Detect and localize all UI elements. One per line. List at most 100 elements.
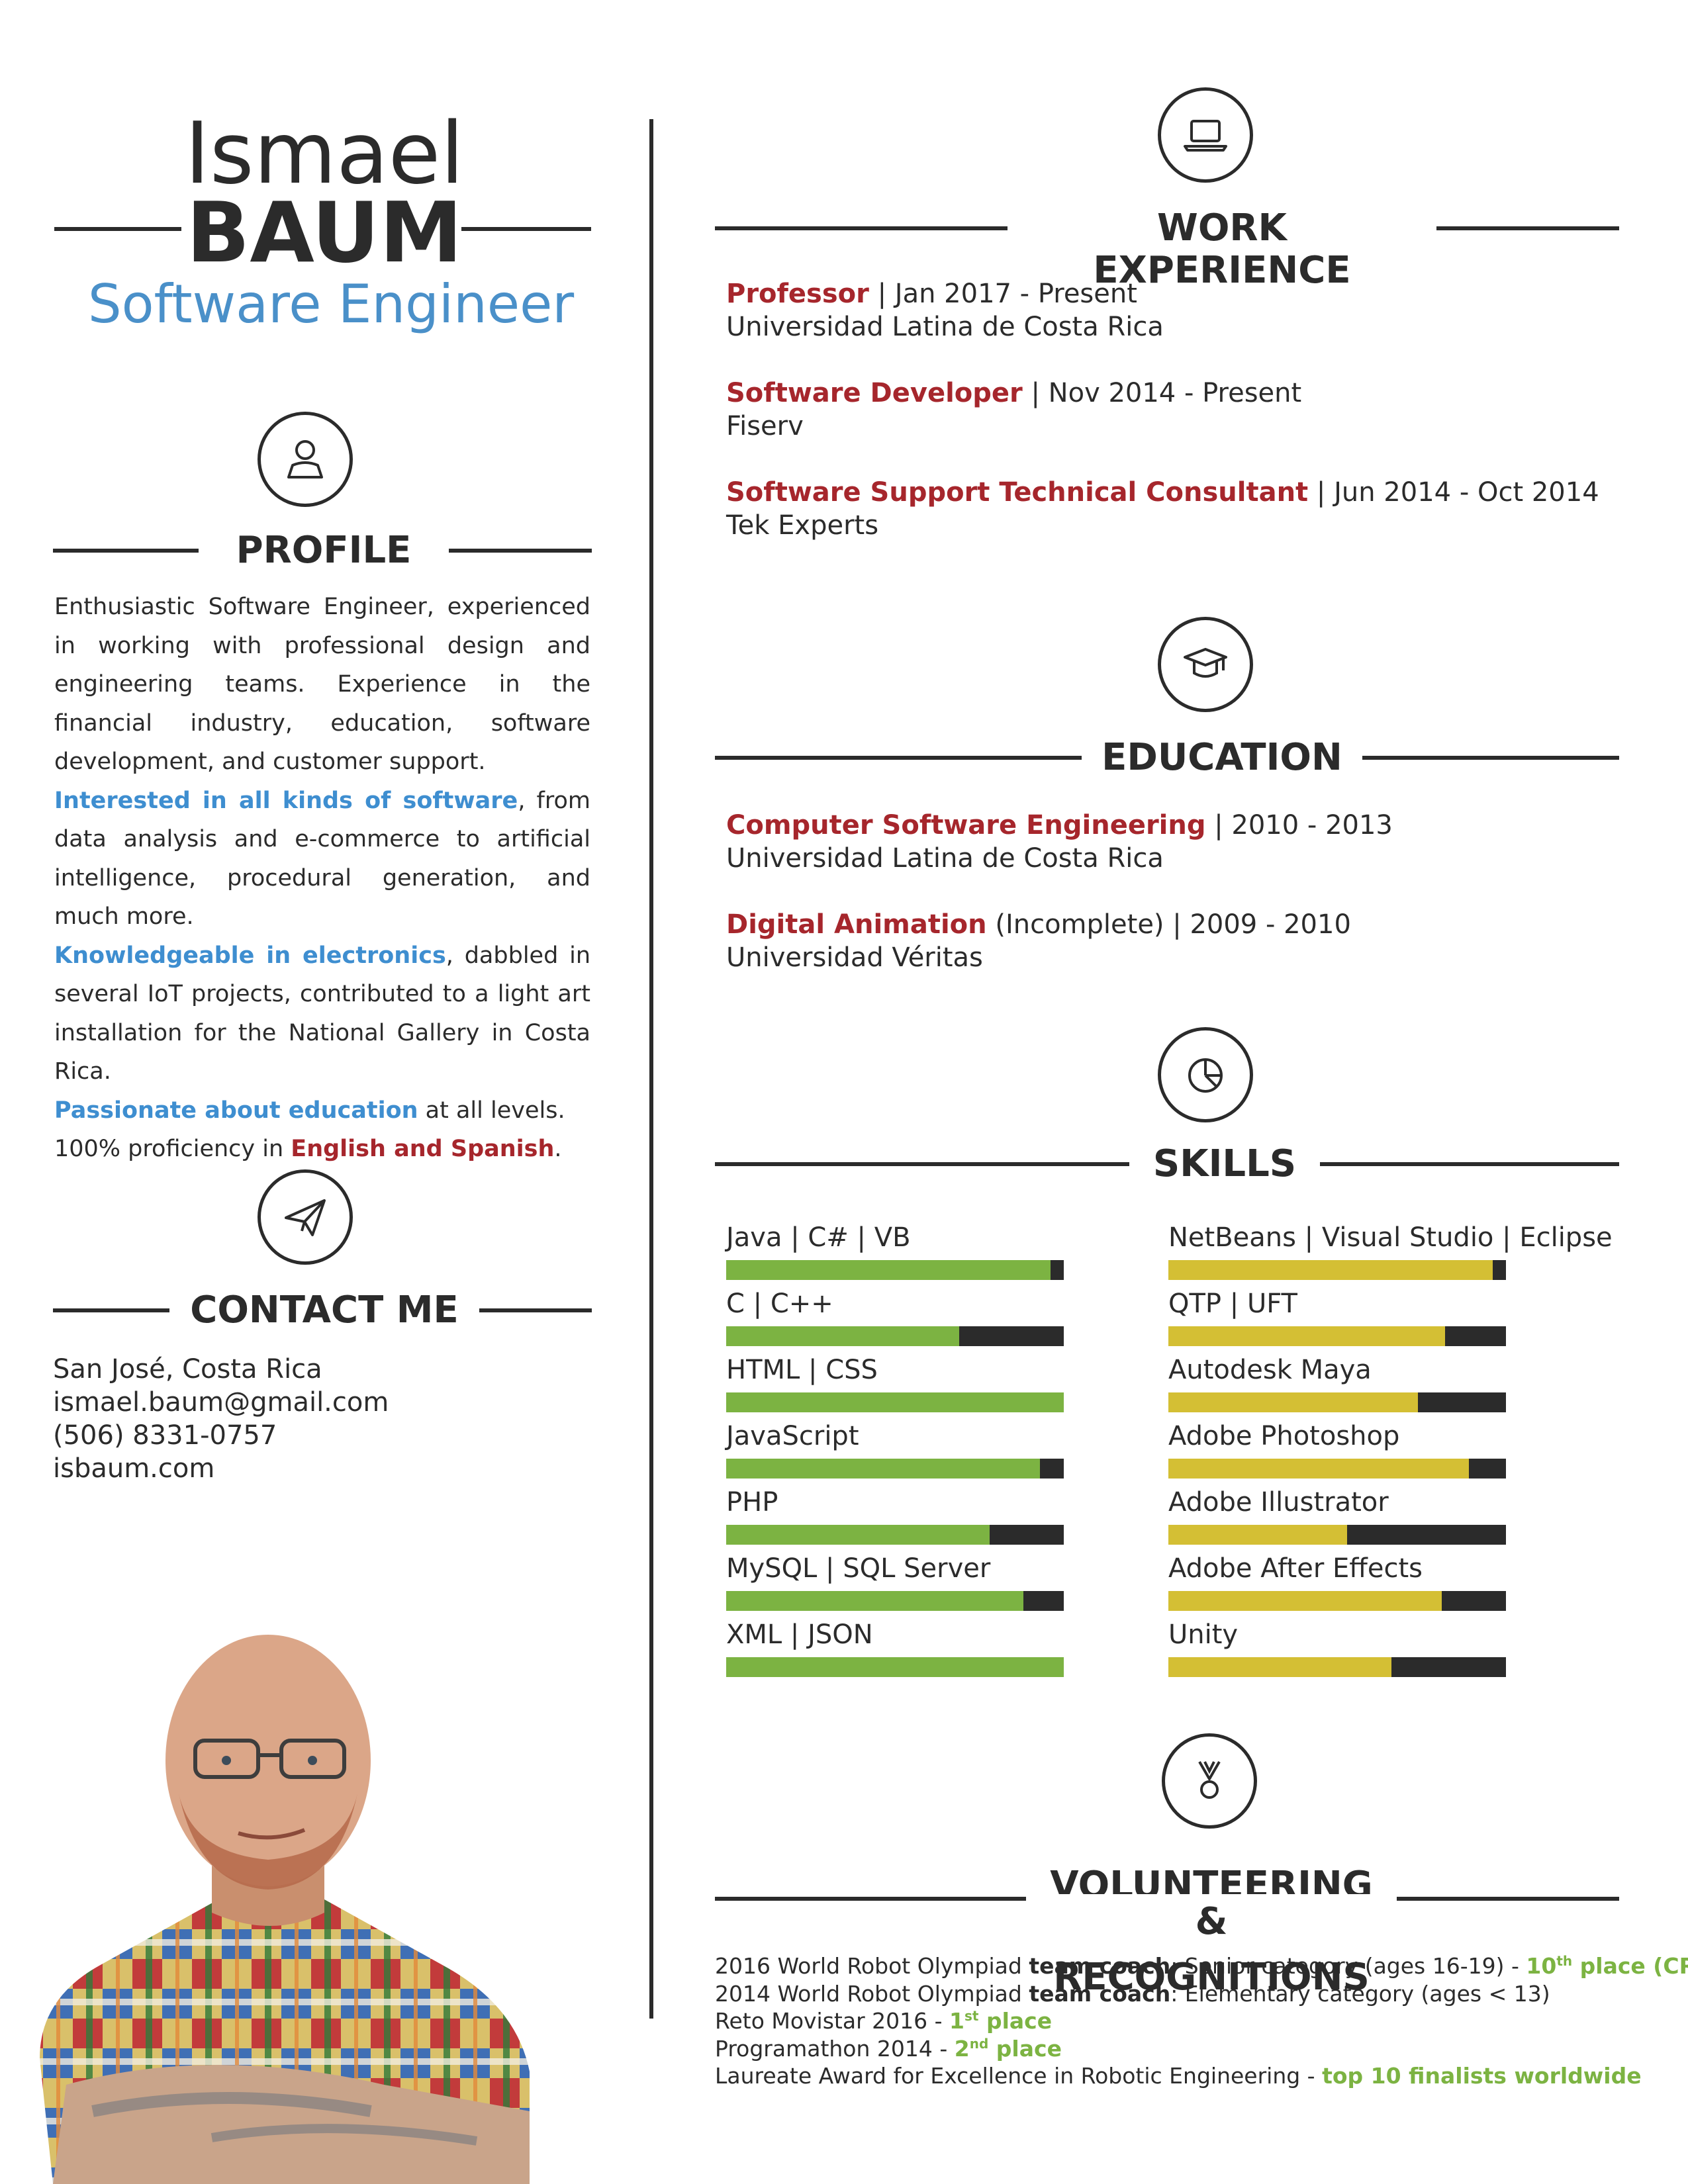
work-entry: Professor | Jan 2017 - Present Universid… [726, 277, 1164, 343]
job-title: Software Engineer [87, 273, 575, 335]
profile-heading: PROFILE [199, 529, 449, 572]
contact-email[interactable]: ismael.baum@gmail.com [53, 1387, 389, 1418]
profile-text-span: , from data analysis and e-commerce to a… [54, 787, 591, 931]
profile-paragraph: Passionate about education at all levels… [54, 1091, 590, 1130]
skill-bar-fill [1168, 1591, 1442, 1611]
skill-label: Autodesk Maya [1168, 1355, 1372, 1385]
vol-award: 2nd place [955, 2036, 1062, 2062]
skill-bar [1168, 1657, 1506, 1677]
skill-label: C | C++ [726, 1289, 833, 1319]
education-dates: (Incomplete) | 2009 - 2010 [986, 909, 1351, 940]
skill-bar [726, 1392, 1064, 1412]
vol-rank: 2 [954, 2035, 970, 2062]
contact-heading: CONTACT ME [169, 1289, 479, 1332]
skill-bar [726, 1260, 1064, 1280]
education-entry: Computer Software Engineering | 2010 - 2… [726, 809, 1393, 875]
work-heading: WORK EXPERIENCE [1008, 207, 1436, 292]
laptop-icon [1184, 120, 1227, 152]
volunteering-item: 2014 World Robot Olympiad team coach: El… [715, 1980, 1688, 2008]
skill-label: Adobe Photoshop [1168, 1421, 1400, 1451]
skill-label: Java | C# | VB [726, 1222, 911, 1253]
skill-label: NetBeans | Visual Studio | Eclipse [1168, 1222, 1613, 1253]
profile-paragraph: Interested in all kinds of software, fro… [54, 782, 590, 936]
skill-bar [1168, 1326, 1506, 1346]
work-dates: | Jan 2017 - Present [868, 279, 1137, 309]
education-icon-circle [1158, 617, 1253, 712]
work-dates: | Jun 2014 - Oct 2014 [1308, 477, 1599, 508]
vol-text: : Elementary category (ages < 13) [1170, 1980, 1550, 2007]
skill-bar-fill [726, 1392, 1064, 1412]
skill-bar [726, 1657, 1064, 1677]
skill-bar-fill [726, 1260, 1051, 1280]
profile-text-span: at all levels. [418, 1097, 565, 1124]
profile-paragraph: 100% proficiency in English and Spanish. [54, 1130, 590, 1169]
volunteering-list: 2016 World Robot Olympiad team coach: Se… [715, 1952, 1688, 2090]
paper-plane-icon [285, 1199, 326, 1236]
work-entry: Software Support Technical Consultant | … [726, 476, 1599, 542]
portrait-photo [40, 1635, 530, 2184]
vol-rank-suffix: th [1556, 1953, 1573, 1969]
vol-rank: 10 [1526, 1953, 1557, 1979]
profile-text-span: . [554, 1136, 562, 1162]
education-title: Digital Animation [726, 909, 987, 940]
work-icon-circle [1158, 87, 1253, 183]
skill-bar [1168, 1260, 1506, 1280]
skill-bar [1168, 1525, 1506, 1545]
highlight-languages: English and Spanish [291, 1136, 555, 1162]
user-icon [287, 440, 323, 478]
work-org: Tek Experts [726, 510, 879, 541]
profile-paragraph: Knowledgeable in electronics, dabbled in… [54, 936, 590, 1091]
skill-label: QTP | UFT [1168, 1289, 1297, 1319]
vol-rank: 1 [949, 2008, 964, 2034]
vol-award: 1st place [949, 2008, 1052, 2034]
pie-chart-icon [1188, 1058, 1223, 1093]
education-heading: EDUCATION [1082, 737, 1362, 779]
skill-bar-fill [1168, 1392, 1419, 1412]
first-name: Ismael [185, 105, 464, 203]
work-org: Fiserv [726, 411, 804, 441]
vol-award: top 10 finalists worldwide [1322, 2063, 1642, 2089]
skills-icon-circle [1158, 1027, 1253, 1122]
work-entry-line: Software Support Technical Consultant | … [726, 476, 1599, 509]
vol-bold: team coach [1029, 1980, 1171, 2007]
skill-bar-fill [1168, 1657, 1391, 1677]
contact-website[interactable]: isbaum.com [53, 1453, 215, 1484]
skill-label: Adobe After Effects [1168, 1553, 1423, 1584]
education-dates: | 2010 - 2013 [1205, 810, 1393, 841]
education-title: Computer Software Engineering [726, 810, 1206, 841]
vol-rank-suffix: nd [969, 2035, 989, 2052]
skill-bar [1168, 1459, 1506, 1479]
highlight-software: Interested in all kinds of software [54, 787, 518, 814]
education-entry-line: Digital Animation (Incomplete) | 2009 - … [726, 908, 1351, 941]
highlight-education: Passionate about education [54, 1097, 418, 1124]
highlight-electronics: Knowledgeable in electronics [54, 942, 446, 969]
name-rule-right [461, 227, 591, 231]
education-org: Universidad Véritas [726, 942, 983, 973]
profile-text-span: 100% proficiency in [54, 1136, 291, 1162]
work-title: Software Developer [726, 378, 1023, 408]
skill-bar-fill [1168, 1525, 1348, 1545]
skill-label: HTML | CSS [726, 1355, 878, 1385]
skill-bar [1168, 1591, 1506, 1611]
vol-text: 2016 World Robot Olympiad [715, 1953, 1029, 1979]
skill-label: MySQL | SQL Server [726, 1553, 991, 1584]
vol-award-text: place (CR) [1579, 1953, 1688, 1979]
vol-bold: team coach [1029, 1953, 1171, 1979]
vol-award: 10th place (CR) [1526, 1953, 1688, 1979]
skill-label: Unity [1168, 1619, 1239, 1650]
education-org: Universidad Latina de Costa Rica [726, 843, 1164, 874]
work-title: Software Support Technical Consultant [726, 477, 1309, 508]
vol-text: Programathon 2014 - [715, 2035, 955, 2062]
volunteering-item: Reto Movistar 2016 - 1st place [715, 2007, 1688, 2035]
work-title: Professor [726, 279, 869, 309]
column-divider [649, 119, 653, 2019]
contact-location: San José, Costa Rica [53, 1354, 322, 1385]
volunteering-item: 2016 World Robot Olympiad team coach: Se… [715, 1952, 1688, 1980]
skill-bar-fill [1168, 1326, 1446, 1346]
name-rule-left [54, 227, 181, 231]
skill-bar-fill [726, 1525, 990, 1545]
contact-phone[interactable]: (506) 8331-0757 [53, 1420, 277, 1451]
skill-bar [726, 1591, 1064, 1611]
education-entry-line: Computer Software Engineering | 2010 - 2… [726, 809, 1393, 842]
work-entry-line: Professor | Jan 2017 - Present [726, 277, 1164, 310]
